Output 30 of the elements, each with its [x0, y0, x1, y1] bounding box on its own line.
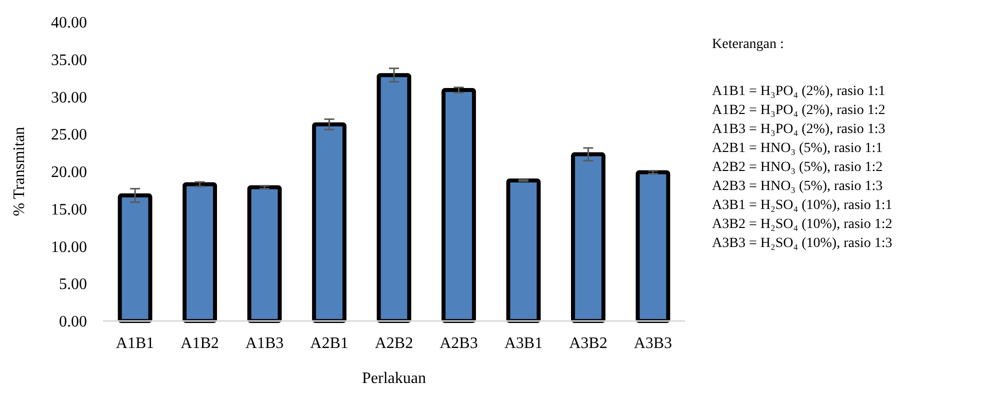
x-tick-label: A3B2 [569, 335, 608, 352]
y-tick-label: 15.00 [51, 201, 87, 218]
text: A2B3 = HNO₃ (5%), rasio 1:3 [712, 179, 883, 194]
x-tick-label: A2B2 [374, 335, 414, 352]
y-axis-title: % Transmitan [11, 126, 28, 216]
text: A2B1 = HNO₃ (5%), rasio 1:1 [712, 141, 883, 156]
text: A2B2 = HNO₃ (5%), rasio 1:2 [712, 160, 883, 175]
text: A1B2 = H₃PO₄ (2%), rasio 1:2 [712, 103, 886, 118]
y-tick-label: 30.00 [51, 89, 87, 106]
x-tick-label: A2B1 [310, 335, 348, 352]
x-tick-label: A3B1 [504, 335, 543, 352]
text: A1B1 = H₃PO₄ (2%), rasio 1:1 [712, 84, 886, 99]
x-tick-label: A3B3 [634, 335, 672, 352]
x-axis-title: Perlakuan [362, 370, 426, 387]
y-tick-label: 40.00 [51, 14, 87, 32]
x-tick-label: A1B3 [245, 335, 284, 352]
text: A1B3 = H₃PO₄ (2%), rasio 1:3 [712, 122, 886, 137]
text: A3B2 = H₂SO₄ (10%), rasio 1:2 [712, 217, 892, 232]
text: A3B3 = H₂SO₄ (10%), rasio 1:3 [712, 236, 892, 251]
y-tick-label: 0.00 [59, 314, 87, 331]
text: Keterangan : [712, 37, 784, 52]
y-tick-label: 35.00 [51, 52, 87, 69]
x-tick-label: A1B1 [116, 335, 154, 352]
y-tick-label: 10.00 [51, 238, 87, 256]
x-tick-label: A1B2 [180, 335, 219, 352]
x-tick-label: A2B3 [440, 335, 478, 352]
text: A3B1 = H₂SO₄ (10%), rasio 1:1 [712, 198, 892, 213]
y-tick-label: 20.00 [51, 164, 87, 182]
y-tick-label: 25.00 [51, 126, 87, 144]
y-tick-label: 5.00 [59, 276, 87, 294]
